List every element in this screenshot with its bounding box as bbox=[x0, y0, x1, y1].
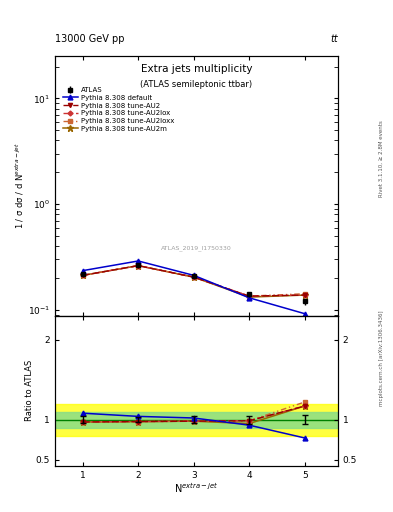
Text: Rivet 3.1.10, ≥ 2.8M events: Rivet 3.1.10, ≥ 2.8M events bbox=[379, 120, 384, 197]
Text: 13000 GeV pp: 13000 GeV pp bbox=[55, 33, 125, 44]
Text: mcplots.cern.ch [arXiv:1306.3436]: mcplots.cern.ch [arXiv:1306.3436] bbox=[379, 311, 384, 406]
Pythia 8.308 tune-AU2m bbox=[136, 263, 141, 269]
Text: Extra jets multiplicity: Extra jets multiplicity bbox=[141, 64, 252, 74]
Line: Pythia 8.308 tune-AU2lox: Pythia 8.308 tune-AU2lox bbox=[81, 264, 307, 298]
Pythia 8.308 tune-AU2m bbox=[191, 274, 196, 280]
Pythia 8.308 tune-AU2 bbox=[81, 272, 85, 279]
Pythia 8.308 tune-AU2lox bbox=[136, 263, 141, 269]
Line: Pythia 8.308 tune-AU2loxx: Pythia 8.308 tune-AU2loxx bbox=[81, 264, 307, 298]
Y-axis label: 1 / σ dσ / d N$^{extra-jet}$: 1 / σ dσ / d N$^{extra-jet}$ bbox=[14, 143, 26, 229]
Pythia 8.308 tune-AU2m bbox=[247, 294, 252, 300]
Pythia 8.308 tune-AU2lox bbox=[191, 274, 196, 280]
Pythia 8.308 tune-AU2lox bbox=[81, 272, 85, 279]
X-axis label: N$^{extra-jet}$: N$^{extra-jet}$ bbox=[174, 481, 219, 495]
Pythia 8.308 default bbox=[191, 272, 196, 279]
Pythia 8.308 tune-AU2lox bbox=[302, 292, 307, 298]
Text: ATLAS_2019_I1750330: ATLAS_2019_I1750330 bbox=[161, 245, 232, 251]
Pythia 8.308 tune-AU2loxx bbox=[191, 274, 196, 280]
Line: Pythia 8.308 tune-AU2: Pythia 8.308 tune-AU2 bbox=[81, 264, 307, 298]
Pythia 8.308 tune-AU2loxx bbox=[136, 263, 141, 269]
Legend: ATLAS, Pythia 8.308 default, Pythia 8.308 tune-AU2, Pythia 8.308 tune-AU2lox, Py: ATLAS, Pythia 8.308 default, Pythia 8.30… bbox=[60, 84, 177, 135]
Pythia 8.308 default bbox=[302, 311, 307, 317]
Pythia 8.308 tune-AU2m bbox=[81, 272, 85, 279]
Pythia 8.308 default bbox=[136, 258, 141, 264]
Pythia 8.308 tune-AU2loxx bbox=[247, 293, 252, 299]
Pythia 8.308 tune-AU2 bbox=[247, 293, 252, 299]
Text: (ATLAS semileptonic ttbar): (ATLAS semileptonic ttbar) bbox=[140, 80, 253, 89]
Pythia 8.308 tune-AU2m bbox=[302, 292, 307, 298]
Pythia 8.308 default bbox=[81, 268, 85, 274]
Y-axis label: Ratio to ATLAS: Ratio to ATLAS bbox=[26, 360, 35, 421]
Line: Pythia 8.308 tune-AU2m: Pythia 8.308 tune-AU2m bbox=[80, 263, 308, 300]
Pythia 8.308 tune-AU2 bbox=[302, 292, 307, 298]
Pythia 8.308 tune-AU2loxx bbox=[81, 272, 85, 279]
Text: tt: tt bbox=[330, 33, 338, 44]
Pythia 8.308 tune-AU2 bbox=[191, 274, 196, 280]
Pythia 8.308 tune-AU2loxx bbox=[302, 291, 307, 297]
Pythia 8.308 tune-AU2 bbox=[136, 263, 141, 269]
Pythia 8.308 default bbox=[247, 295, 252, 301]
Bar bbox=[55, 412, 338, 428]
Bar bbox=[55, 403, 338, 436]
Line: Pythia 8.308 default: Pythia 8.308 default bbox=[80, 259, 307, 316]
Pythia 8.308 tune-AU2lox bbox=[247, 293, 252, 299]
